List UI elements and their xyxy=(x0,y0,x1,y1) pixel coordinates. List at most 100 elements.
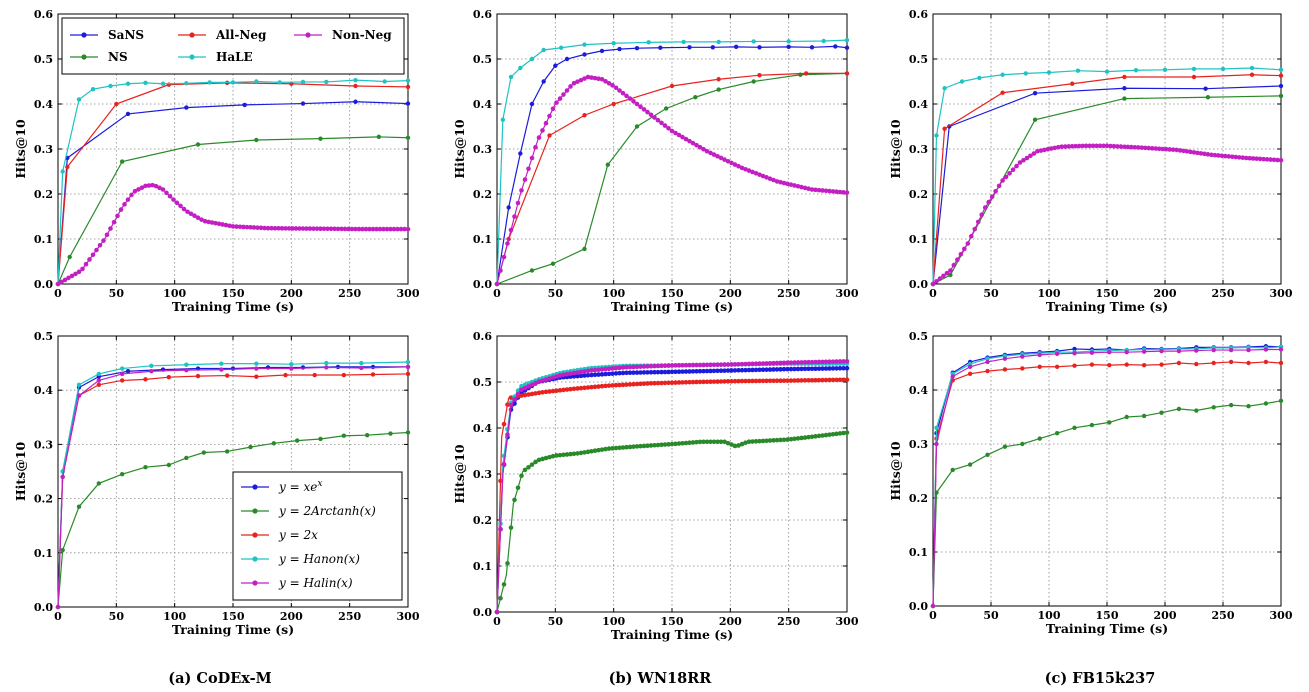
series-line xyxy=(496,72,848,285)
data-point xyxy=(694,142,699,148)
data-point xyxy=(771,177,776,183)
data-point xyxy=(87,257,92,262)
x-tick-label: 200 xyxy=(719,287,742,300)
data-point xyxy=(948,272,953,278)
data-point xyxy=(119,378,125,383)
data-point xyxy=(547,389,552,394)
data-point xyxy=(1159,362,1164,367)
data-point xyxy=(764,361,769,366)
series-line xyxy=(496,72,847,285)
data-point xyxy=(708,439,713,445)
data-point xyxy=(185,209,190,215)
data-point xyxy=(125,81,131,86)
data-point xyxy=(786,44,791,50)
data-point xyxy=(1010,167,1016,172)
data-point xyxy=(578,77,584,83)
y-tick-label: 0.2 xyxy=(34,493,53,506)
data-point xyxy=(708,368,713,374)
data-point xyxy=(1097,143,1103,149)
data-point xyxy=(837,366,843,371)
data-point xyxy=(841,190,846,195)
data-point xyxy=(363,226,369,232)
data-point xyxy=(568,84,573,89)
data-point xyxy=(272,225,278,231)
series-line xyxy=(496,45,848,285)
data-point xyxy=(1233,154,1239,160)
data-point xyxy=(297,226,302,231)
data-point xyxy=(501,582,507,587)
data-point xyxy=(592,448,598,454)
data-point xyxy=(841,365,846,371)
data-point xyxy=(294,438,300,443)
data-point xyxy=(781,360,787,366)
data-point xyxy=(283,372,288,378)
data-point xyxy=(582,52,587,57)
data-point xyxy=(119,472,125,477)
data-point xyxy=(519,383,524,389)
data-point xyxy=(398,226,404,232)
data-point xyxy=(613,445,619,451)
data-point xyxy=(1278,67,1284,73)
data-point xyxy=(557,388,563,393)
data-point xyxy=(673,441,678,447)
data-point xyxy=(1111,143,1117,149)
data-point xyxy=(753,361,759,367)
data-point xyxy=(638,381,643,387)
data-point xyxy=(108,83,113,89)
data-point xyxy=(669,363,675,368)
data-point xyxy=(547,113,552,119)
data-point xyxy=(729,442,734,447)
x-tick-label: 200 xyxy=(719,615,742,628)
data-point xyxy=(585,385,591,390)
data-point xyxy=(550,106,556,112)
data-point xyxy=(729,378,734,384)
data-point xyxy=(1072,351,1077,356)
data-point xyxy=(809,359,815,365)
data-point xyxy=(610,83,615,88)
data-point xyxy=(1037,352,1042,358)
data-point xyxy=(610,371,615,376)
data-point xyxy=(610,446,615,451)
data-point xyxy=(841,430,846,436)
data-point xyxy=(568,451,573,457)
data-point xyxy=(1268,157,1273,162)
data-point xyxy=(972,226,978,232)
data-point xyxy=(522,385,528,391)
data-point xyxy=(816,433,822,439)
data-point xyxy=(687,440,692,446)
data-point xyxy=(603,366,608,372)
data-point xyxy=(1066,144,1072,149)
data-point xyxy=(543,377,549,382)
data-point xyxy=(94,247,99,253)
data-point xyxy=(620,370,626,376)
data-point xyxy=(1124,350,1129,355)
data-point xyxy=(743,378,748,384)
series-non-neg xyxy=(494,74,850,287)
legend-marker xyxy=(252,556,258,562)
data-point xyxy=(722,362,727,367)
data-point xyxy=(1132,144,1138,150)
data-point xyxy=(715,153,720,159)
series-y-halin-x- xyxy=(930,347,1284,609)
data-point xyxy=(627,364,633,370)
data-point xyxy=(751,79,756,84)
data-point xyxy=(321,226,327,232)
data-point xyxy=(722,379,727,384)
data-point xyxy=(977,75,982,81)
data-point xyxy=(736,163,741,169)
data-point xyxy=(774,437,780,443)
data-point xyxy=(374,226,379,232)
data-point xyxy=(732,368,738,373)
data-point xyxy=(501,254,507,260)
data-point xyxy=(1220,66,1226,72)
data-point xyxy=(599,48,605,54)
data-point xyxy=(405,78,411,83)
data-point xyxy=(125,369,131,374)
data-point xyxy=(1170,147,1176,152)
data-point xyxy=(778,179,783,185)
data-point xyxy=(841,359,846,364)
data-point xyxy=(1278,73,1284,78)
data-point xyxy=(599,372,605,377)
data-point xyxy=(809,434,815,440)
